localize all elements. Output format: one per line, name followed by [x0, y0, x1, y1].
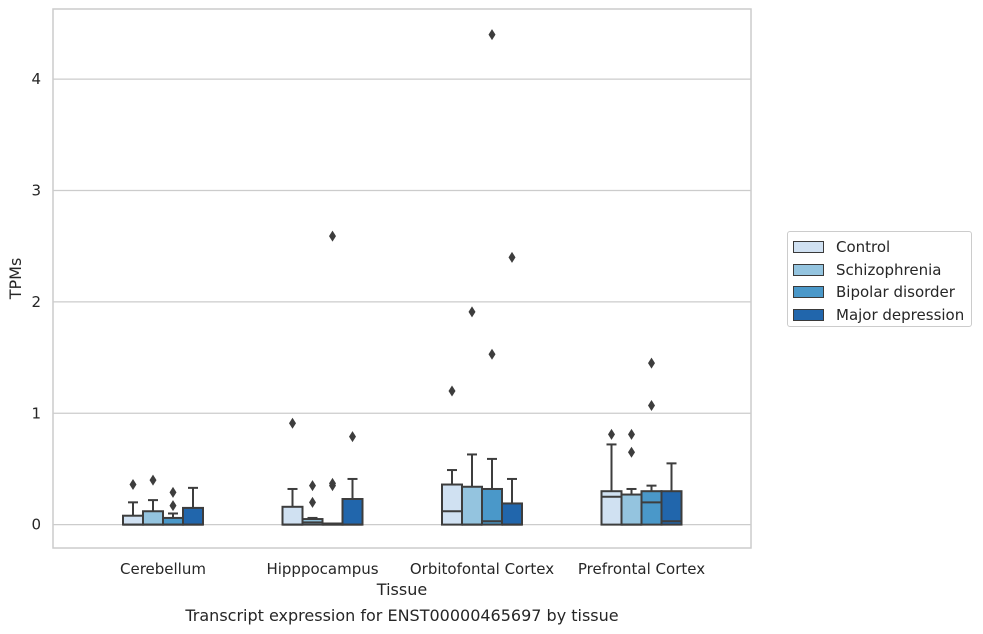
box-0-0 — [122, 514, 144, 526]
box-2-0 — [162, 516, 184, 526]
plot-frame — [52, 8, 752, 549]
y-tick-label: 4 — [31, 70, 41, 88]
legend-item: Bipolar disorder — [793, 281, 971, 304]
box-3-3 — [660, 490, 683, 526]
outlier-point — [309, 496, 316, 508]
y-tick-label: 0 — [31, 516, 41, 534]
outlier-point — [349, 431, 356, 443]
chart-caption: Transcript expression for ENST0000046569… — [185, 606, 619, 625]
x-tick-label: Orbitofontal Cortex — [410, 560, 554, 578]
outlier-point — [149, 474, 157, 486]
chart-legend: Control Schizophrenia Bipolar disorder Majo… — [787, 231, 972, 327]
y-axis-label: TPMs — [6, 258, 25, 301]
outlier-point — [289, 417, 296, 429]
y-tick-label: 1 — [31, 404, 41, 422]
x-tick-label: Prefrontal Cortex — [578, 560, 705, 578]
outlier-point — [448, 385, 456, 397]
box-1-3 — [620, 493, 643, 526]
outlier-point — [648, 357, 655, 369]
box-2-2 — [481, 487, 503, 526]
outlier-point — [628, 428, 635, 440]
outlier-point — [309, 480, 316, 492]
box-1-2 — [461, 485, 483, 526]
y-tick-label: 3 — [31, 182, 41, 200]
x-tick-label: Hipppocampus — [266, 560, 378, 578]
box-1-0 — [142, 510, 164, 526]
outlier-point — [329, 477, 336, 489]
outlier-point — [129, 479, 137, 491]
outlier-point — [169, 486, 177, 498]
box-0-1 — [281, 505, 304, 526]
x-axis-label: Tissue — [376, 580, 427, 599]
outlier-point — [608, 428, 615, 440]
legend-item: Major depression — [793, 304, 971, 327]
outlier-point — [468, 306, 476, 318]
legend-label: Control — [836, 238, 891, 257]
y-tick-label: 2 — [31, 293, 41, 311]
outlier-point — [508, 251, 516, 263]
legend-swatch — [793, 263, 824, 276]
outlier-point — [628, 446, 635, 458]
outlier-point — [648, 399, 655, 411]
box-3-0 — [182, 506, 204, 526]
box-2-3 — [640, 490, 663, 526]
legend-swatch — [793, 241, 824, 254]
outlier-point — [169, 500, 177, 512]
box-3-1 — [341, 498, 364, 526]
outlier-point — [329, 230, 336, 242]
legend-label: Major depression — [836, 305, 965, 324]
box-0-2 — [441, 483, 463, 526]
legend-label: Schizophrenia — [836, 260, 942, 279]
outlier-point — [488, 29, 496, 41]
legend-item: Schizophrenia — [793, 259, 971, 282]
box-3-2 — [501, 502, 523, 526]
outlier-point — [488, 348, 496, 360]
legend-label: Bipolar disorder — [836, 283, 955, 302]
x-tick-label: Cerebellum — [120, 560, 206, 578]
legend-item: Control — [793, 236, 971, 259]
legend-swatch — [793, 308, 824, 321]
legend-swatch — [793, 286, 824, 299]
